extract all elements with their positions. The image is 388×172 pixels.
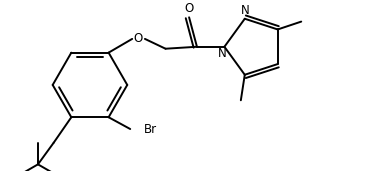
Text: Br: Br xyxy=(144,122,157,136)
Text: O: O xyxy=(133,32,143,45)
Text: N: N xyxy=(241,4,249,17)
Text: O: O xyxy=(184,2,194,15)
Text: N: N xyxy=(218,47,227,60)
